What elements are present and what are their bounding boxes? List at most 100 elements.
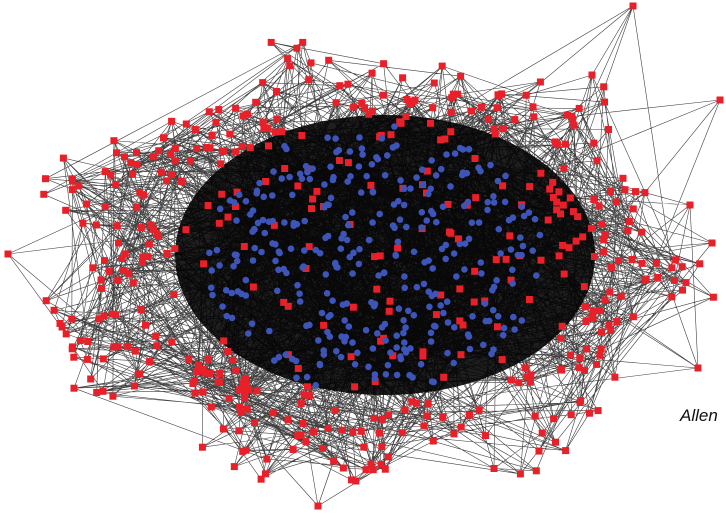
node-circle [286,173,293,181]
node-square [281,165,289,172]
node-circle [346,253,354,261]
node-circle [242,292,250,299]
node-square [350,103,358,111]
node-square [347,353,355,361]
node-square [278,128,286,136]
node-square [619,174,627,182]
node-circle [316,360,324,368]
node-square [555,252,563,260]
node-circle [437,302,445,309]
node-square [242,381,250,389]
node-circle [510,313,517,321]
node-circle [465,235,473,243]
node-square [572,237,580,245]
node-square [638,259,646,267]
node-circle [259,216,267,224]
node-square [377,460,385,468]
node-square [300,391,308,399]
node-square [384,453,392,461]
node-circle [430,322,438,330]
node-square [559,241,567,249]
node-square [399,74,407,82]
node-square [429,437,437,445]
node-circle [382,337,389,344]
node-square [129,279,137,287]
node-square [380,60,388,68]
node-circle [463,169,471,177]
node-square [490,125,498,133]
node-square [241,374,249,382]
node-circle [397,177,404,184]
node-square [601,231,609,238]
node-square [310,428,318,436]
node-circle [248,320,256,328]
node-square [358,99,366,107]
node-square [101,203,109,211]
node-square [511,116,519,124]
node-circle [272,257,279,265]
node-circle [490,283,498,291]
node-square [472,194,480,202]
node-circle [316,249,324,257]
node-square [224,348,232,355]
node-circle [425,190,432,198]
node-square [413,399,420,407]
node-square [101,257,108,265]
node-square [557,334,565,342]
node-square [253,387,261,395]
node-circle [383,152,391,159]
node-circle [413,283,421,291]
node-square [568,112,576,120]
node-square [305,76,313,84]
node-circle [256,179,263,187]
node-square [263,455,271,463]
node-square [419,348,427,356]
node-square [348,476,355,484]
node-square [137,306,145,314]
node-square [4,250,12,258]
node-square [98,284,105,292]
node-square [42,297,50,305]
node-circle [417,360,425,368]
node-square [339,464,347,472]
node-circle [437,165,445,173]
node-circle [406,371,413,379]
node-square [271,128,279,136]
node-square [629,313,637,321]
node-square [69,343,76,351]
node-square [163,250,171,257]
node-circle [363,172,371,180]
node-square [99,387,107,395]
node-square [628,256,636,263]
node-circle [428,207,435,215]
node-square [632,188,639,196]
node-circle [322,234,329,242]
node-square [349,428,357,436]
node-square [526,378,534,386]
node-circle [393,371,401,379]
node-square [357,427,365,435]
node-square [629,205,637,213]
node-circle [369,345,377,352]
node-square [581,303,589,311]
node-square [137,224,145,232]
node-circle [322,271,330,278]
node-square [217,160,225,168]
node-circle [466,345,474,353]
node-square [456,285,464,293]
node-circle [278,175,286,182]
node-circle [511,326,518,333]
node-square [204,355,212,363]
node-circle [344,221,352,229]
node-square [507,276,515,284]
node-square [216,378,224,386]
node-square [423,167,431,175]
node-circle [390,201,398,208]
node-square [252,98,260,106]
node-circle [228,289,235,297]
node-square [549,194,557,201]
node-square [167,150,175,158]
node-square [199,365,207,373]
node-square [567,351,575,359]
node-circle [509,266,516,274]
